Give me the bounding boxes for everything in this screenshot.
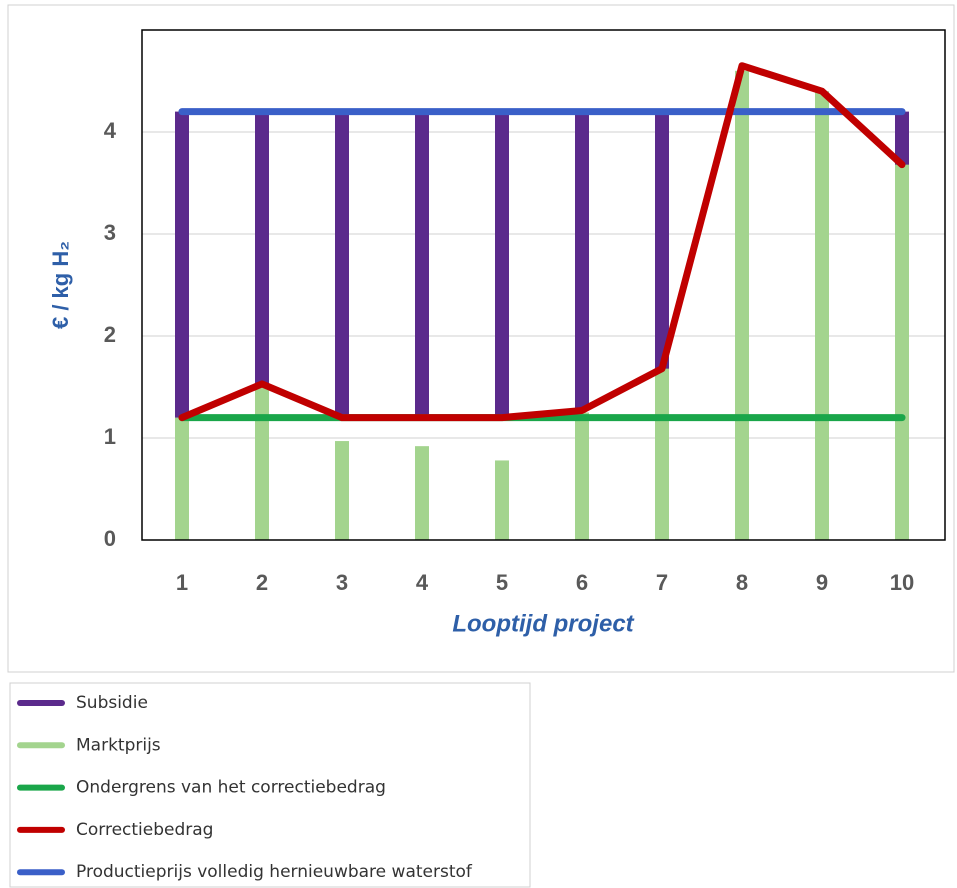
y-axis-label: € / kg H₂	[48, 241, 73, 329]
bar	[255, 111, 269, 384]
y-tick-label: 3	[104, 220, 116, 245]
bar	[415, 111, 429, 418]
legend-label: Ondergrens van het correctiebedrag	[76, 778, 386, 798]
bar	[175, 111, 189, 418]
x-tick-label: 8	[736, 570, 748, 595]
bar	[495, 111, 509, 418]
bar	[655, 366, 669, 540]
bar	[335, 441, 349, 540]
line	[178, 62, 906, 422]
bar	[735, 70, 749, 541]
bar	[575, 412, 589, 540]
x-tick-label: 7	[656, 570, 668, 595]
bar	[895, 162, 909, 540]
x-tick-label: 10	[890, 570, 914, 595]
bar	[335, 111, 349, 418]
bar	[575, 111, 589, 411]
legend-label: Correctiebedrag	[76, 820, 213, 840]
legend-label: Subsidie	[76, 693, 148, 713]
legend-label: Productieprijs volledig hernieuwbare wat…	[76, 862, 473, 882]
y-tick-label: 4	[104, 118, 117, 143]
y-tick-label: 2	[104, 322, 116, 347]
x-tick-label: 5	[496, 570, 508, 595]
x-tick-label: 9	[816, 570, 828, 595]
bar	[495, 460, 509, 540]
bar	[895, 111, 909, 165]
x-tick-label: 1	[176, 570, 188, 595]
y-tick-label: 0	[104, 526, 116, 551]
bar	[415, 446, 429, 540]
x-tick-label: 6	[576, 570, 588, 595]
chart-frame	[7, 4, 955, 673]
legend-label: Marktprijs	[76, 735, 161, 755]
x-axis-label: Looptijd project	[452, 610, 634, 637]
bar	[175, 417, 189, 540]
bar	[255, 387, 269, 540]
bar	[655, 111, 669, 369]
x-tick-label: 3	[336, 570, 348, 595]
y-tick-label: 1	[104, 424, 116, 449]
x-tick-label: 2	[256, 570, 268, 595]
bar	[815, 91, 829, 540]
legend-frame	[9, 682, 531, 888]
plot-border	[141, 29, 946, 541]
x-tick-label: 4	[416, 570, 429, 595]
